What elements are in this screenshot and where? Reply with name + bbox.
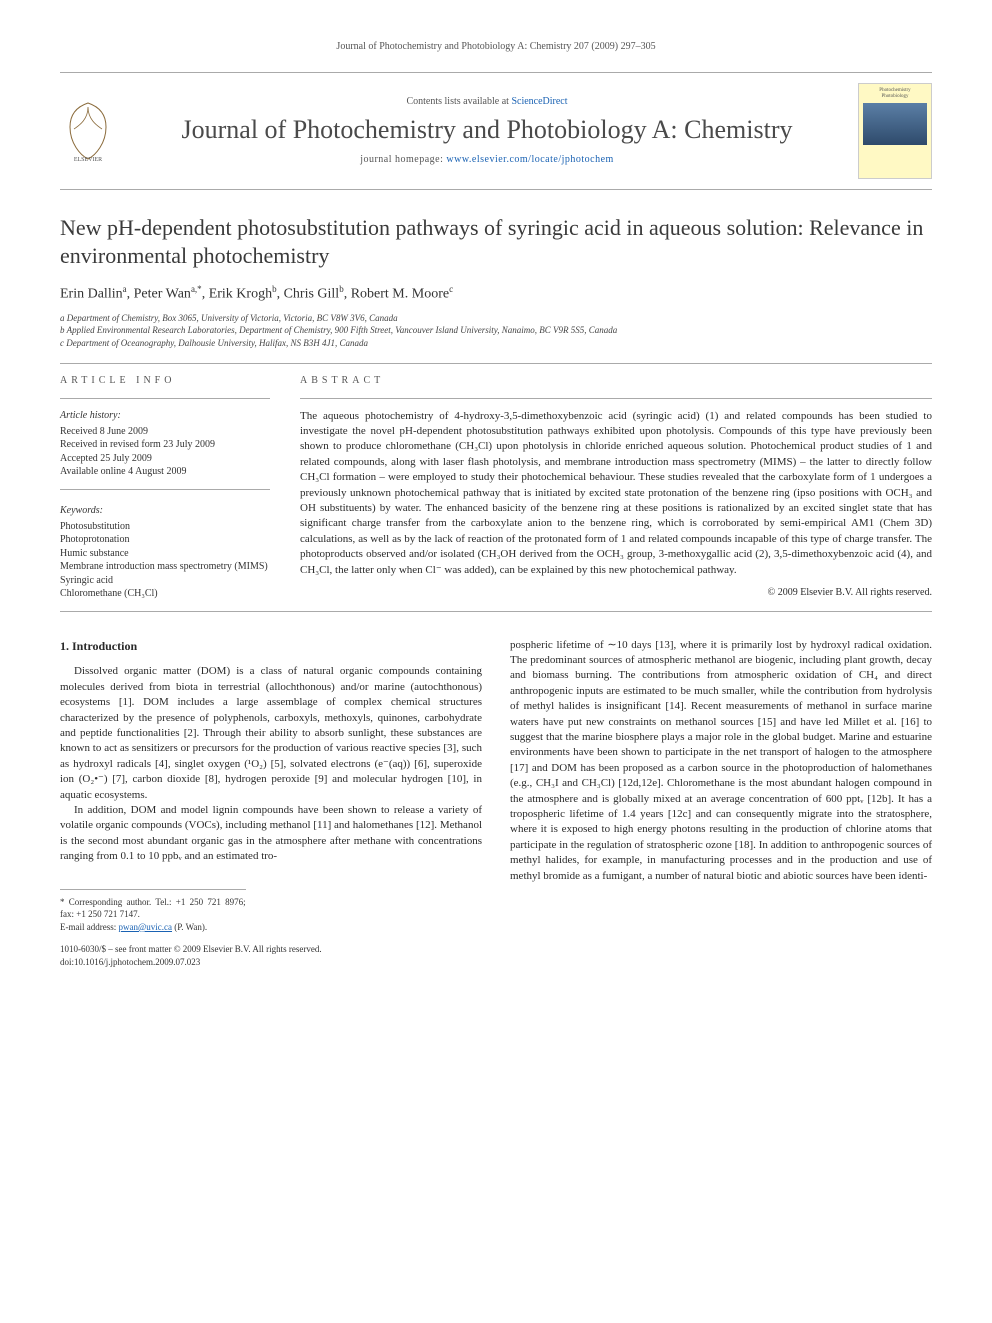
section-title: Introduction — [72, 639, 137, 653]
body-columns: 1. Introduction Dissolved organic matter… — [60, 638, 932, 934]
history-revised: Received in revised form 23 July 2009 — [60, 438, 270, 452]
journal-homepage-link[interactable]: www.elsevier.com/locate/jphotochem — [446, 154, 613, 165]
cover-label-2: Photobiology — [882, 94, 909, 100]
affiliation-c: c Department of Oceanography, Dalhousie … — [60, 337, 932, 349]
abstract-copyright: © 2009 Elsevier B.V. All rights reserved… — [300, 586, 932, 600]
history-received: Received 8 June 2009 — [60, 425, 270, 439]
cover-band — [863, 103, 927, 145]
abstract-text: The aqueous photochemistry of 4-hydroxy-… — [300, 409, 932, 578]
sciencedirect-link[interactable]: ScienceDirect — [511, 96, 567, 107]
divider — [60, 398, 270, 399]
keyword: Membrane introduction mass spectrometry … — [60, 560, 270, 574]
body-paragraph: In addition, DOM and model lignin compou… — [60, 803, 482, 865]
abstract-column: ABSTRACT The aqueous photochemistry of 4… — [300, 374, 932, 601]
issn-copyright: 1010-6030/$ – see front matter © 2009 El… — [60, 943, 932, 956]
divider — [60, 363, 932, 364]
keyword: Humic substance — [60, 547, 270, 561]
contents-available-line: Contents lists available at ScienceDirec… — [130, 95, 844, 109]
keyword: Photoprotonation — [60, 533, 270, 547]
masthead: ELSEVIER Contents lists available at Sci… — [60, 72, 932, 190]
affiliation-a: a Department of Chemistry, Box 3065, Uni… — [60, 312, 932, 324]
contents-prefix: Contents lists available at — [406, 96, 511, 107]
email-link[interactable]: pwan@uvic.ca — [118, 922, 172, 932]
divider — [60, 611, 932, 612]
email-label: E-mail address: — [60, 922, 118, 932]
keyword: Chloromethane (CH₃Cl) — [60, 587, 270, 601]
history-accepted: Accepted 25 July 2009 — [60, 452, 270, 466]
journal-title: Journal of Photochemistry and Photobiolo… — [130, 115, 844, 145]
journal-homepage-line: journal homepage: www.elsevier.com/locat… — [130, 153, 844, 167]
divider — [300, 398, 932, 399]
email-who: (P. Wan). — [172, 922, 207, 932]
front-matter-line: 1010-6030/$ – see front matter © 2009 El… — [60, 943, 932, 968]
footnotes: * Corresponding author. Tel.: +1 250 721… — [60, 889, 246, 934]
section-number: 1. — [60, 639, 69, 653]
affiliations: a Department of Chemistry, Box 3065, Uni… — [60, 312, 932, 348]
section-heading: 1. Introduction — [60, 638, 482, 655]
body-column-left: 1. Introduction Dissolved organic matter… — [60, 638, 482, 934]
doi-line: doi:10.1016/j.jphotochem.2009.07.023 — [60, 956, 932, 969]
homepage-prefix: journal homepage: — [360, 154, 446, 165]
running-head: Journal of Photochemistry and Photobiolo… — [60, 40, 932, 54]
journal-cover-thumb: Photochemistry Photobiology — [858, 83, 932, 179]
affiliation-b: b Applied Environmental Research Laborat… — [60, 324, 932, 336]
article-history-label: Article history: — [60, 409, 270, 423]
history-online: Available online 4 August 2009 — [60, 465, 270, 479]
keyword: Syringic acid — [60, 574, 270, 588]
abstract-heading: ABSTRACT — [300, 374, 932, 388]
elsevier-logo: ELSEVIER — [60, 99, 116, 163]
keyword: Photosubstitution — [60, 520, 270, 534]
divider — [60, 489, 270, 490]
corresponding-author: * Corresponding author. Tel.: +1 250 721… — [60, 896, 246, 921]
body-paragraph: Dissolved organic matter (DOM) is a clas… — [60, 664, 482, 803]
author-list: Erin Dallina, Peter Wana,*, Erik Kroghb,… — [60, 283, 932, 304]
keywords-label: Keywords: — [60, 504, 270, 518]
body-column-right: pospheric lifetime of ∼10 days [13], whe… — [510, 638, 932, 934]
body-paragraph: pospheric lifetime of ∼10 days [13], whe… — [510, 638, 932, 884]
corresponding-email: E-mail address: pwan@uvic.ca (P. Wan). — [60, 921, 246, 934]
article-info-column: ARTICLE INFO Article history: Received 8… — [60, 374, 270, 601]
article-info-heading: ARTICLE INFO — [60, 374, 270, 388]
svg-text:ELSEVIER: ELSEVIER — [74, 157, 102, 163]
article-title: New pH-dependent photosubstitution pathw… — [60, 214, 932, 269]
